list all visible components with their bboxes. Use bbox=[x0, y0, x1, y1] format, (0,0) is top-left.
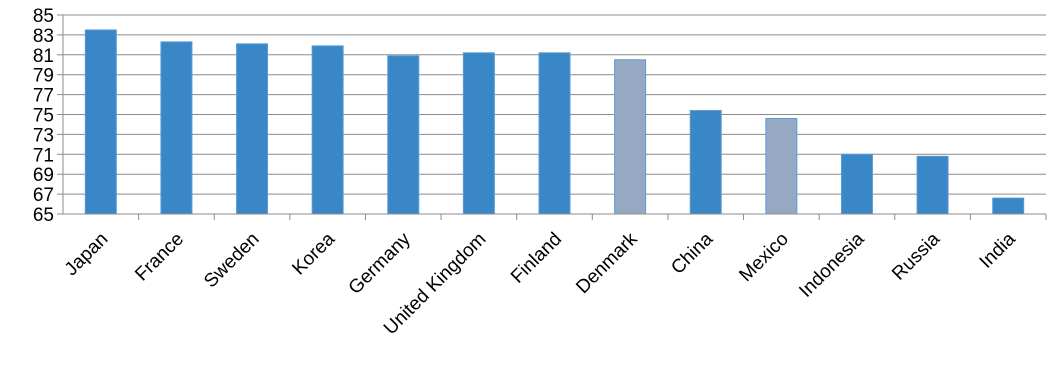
bar-france bbox=[160, 41, 193, 215]
category-label-japan: Japan bbox=[61, 229, 112, 280]
y-tick-label-85: 85 bbox=[33, 6, 54, 27]
y-tick-label-69: 69 bbox=[33, 165, 54, 186]
y-tick-label-83: 83 bbox=[33, 26, 54, 47]
category-label-denmark: Denmark bbox=[572, 228, 642, 298]
y-tick-label-67: 67 bbox=[33, 185, 54, 206]
y-tick-label-75: 75 bbox=[33, 106, 54, 127]
bars bbox=[84, 29, 1025, 215]
y-tick-label-77: 77 bbox=[33, 86, 54, 107]
bar-united-kingdom bbox=[462, 52, 495, 215]
category-label-russia: Russia bbox=[888, 228, 944, 284]
category-label-finland: Finland bbox=[507, 229, 566, 288]
bar-russia bbox=[916, 155, 949, 215]
bar-indonesia bbox=[840, 153, 873, 215]
bar-mexico bbox=[765, 117, 798, 215]
bar-finland bbox=[538, 52, 571, 215]
axes bbox=[57, 14, 1047, 220]
y-tick-label-79: 79 bbox=[33, 66, 54, 87]
category-label-china: China bbox=[667, 228, 717, 278]
bar-germany bbox=[387, 55, 420, 215]
category-label-indonesia: Indonesia bbox=[795, 228, 868, 301]
bar-sweden bbox=[236, 43, 269, 215]
y-tick-label-71: 71 bbox=[33, 145, 54, 166]
bar-japan bbox=[84, 29, 117, 215]
bar-denmark bbox=[614, 59, 647, 215]
y-tick-label-65: 65 bbox=[33, 205, 54, 226]
y-tick-label-81: 81 bbox=[33, 46, 54, 67]
category-label-mexico: Mexico bbox=[735, 229, 792, 286]
category-label-korea: Korea bbox=[288, 228, 339, 279]
bar-korea bbox=[311, 45, 344, 215]
category-label-france: France bbox=[131, 229, 188, 286]
category-label-germany: Germany bbox=[345, 228, 415, 298]
category-label-india: India bbox=[976, 228, 1020, 272]
bar-india bbox=[992, 197, 1025, 215]
bar-china bbox=[689, 110, 722, 215]
category-label-sweden: Sweden bbox=[200, 229, 263, 292]
y-tick-label-73: 73 bbox=[33, 125, 54, 146]
